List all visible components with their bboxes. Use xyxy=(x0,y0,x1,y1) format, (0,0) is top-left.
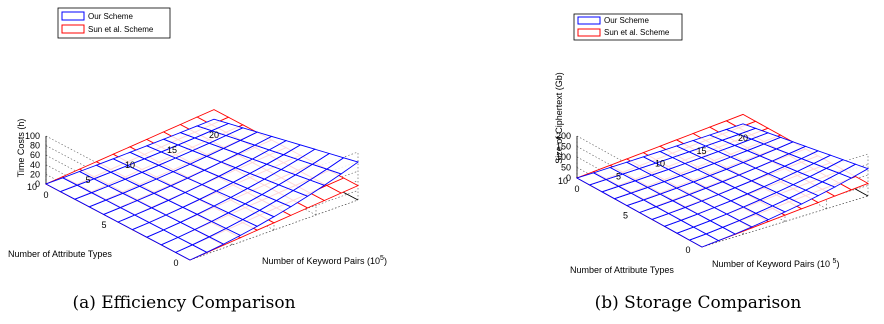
x-tick-label: 20 xyxy=(209,130,219,140)
z-tick-label: 100 xyxy=(25,131,40,141)
x-axis-label-close: ) xyxy=(836,259,839,269)
x-axis-label: Number of Keyword Pairs (10 5) xyxy=(712,258,839,269)
legend-label-our-scheme: Our Scheme xyxy=(88,12,133,21)
legend-swatch-sun-et-al xyxy=(577,28,601,37)
legend-swatch-sun-et-al xyxy=(61,24,85,34)
z-axis-label: Time Costs (h) xyxy=(16,119,26,178)
z-tick-label: 150 xyxy=(556,142,571,152)
z-tick-label: 200 xyxy=(556,131,571,141)
y-tick-label: 5 xyxy=(623,211,628,221)
x-tick-label: 10 xyxy=(125,160,135,170)
z-tick-label: 40 xyxy=(30,160,40,170)
legend: Our Scheme Sun et al. Scheme xyxy=(57,7,171,39)
surface-cell xyxy=(725,113,757,129)
surface-our-scheme xyxy=(575,123,870,248)
y-tick-label: 5 xyxy=(101,220,106,230)
surface-our-scheme xyxy=(44,118,360,261)
z-tick-label: 0 xyxy=(35,179,40,189)
legend-label-our-scheme: Our Scheme xyxy=(604,16,649,25)
y-tick-label: 0 xyxy=(173,258,178,268)
y-axis-label: Number of Attribute Types xyxy=(8,249,112,259)
surface-cell xyxy=(196,109,230,126)
surface-cell xyxy=(195,118,230,132)
surface-cell xyxy=(725,123,757,135)
x-tick-label: 0 xyxy=(43,190,48,200)
x-tick-label: 10 xyxy=(655,159,665,169)
x-axis-label-main: Number of Keyword Pairs (10 xyxy=(712,259,833,269)
y-tick-label: 10 xyxy=(558,176,568,186)
gridline-y-floor xyxy=(701,195,869,248)
x-axis-label-exponent: 5 xyxy=(833,258,837,265)
x-tick-label: 5 xyxy=(85,175,90,185)
z-tick-label: 100 xyxy=(556,152,571,162)
z-tick-label: 80 xyxy=(30,141,40,151)
legend-swatch-our-scheme xyxy=(61,11,85,21)
z-tick-label: 60 xyxy=(30,150,40,160)
caption-b: (b) Storage Comparison xyxy=(595,293,802,313)
z-tick-label: 20 xyxy=(30,169,40,179)
y-axis-label: Number of Attribute Types xyxy=(570,265,674,275)
legend: Our Scheme Sun et al. Scheme xyxy=(573,13,683,41)
z-tick-label: 0 xyxy=(566,173,571,183)
z-tick-label: 50 xyxy=(561,163,571,173)
x-tick-label: 20 xyxy=(738,133,748,143)
legend-label-sun-et-al: Sun et al. Scheme xyxy=(88,25,154,34)
x-tick-label: 5 xyxy=(616,171,621,181)
x-tick-label: 0 xyxy=(574,184,579,194)
y-tick-label: 10 xyxy=(27,182,37,192)
y-tick-label: 0 xyxy=(685,245,690,255)
x-axis-label-close: ) xyxy=(384,256,387,266)
x-tick-label: 15 xyxy=(696,146,706,156)
legend-label-sun-et-al: Sun et al. Scheme xyxy=(604,28,670,37)
x-tick-label: 15 xyxy=(167,145,177,155)
x-axis-label: Number of Keyword Pairs (105) xyxy=(262,255,387,266)
legend-swatch-our-scheme xyxy=(577,16,601,25)
z-axis-label: Size of Ciphertext (Gb) xyxy=(554,72,564,164)
x-axis-label-exponent: 5 xyxy=(380,255,384,262)
caption-a: (a) Efficiency Comparison xyxy=(72,293,295,313)
x-axis-label-main: Number of Keyword Pairs (10 xyxy=(262,256,380,266)
